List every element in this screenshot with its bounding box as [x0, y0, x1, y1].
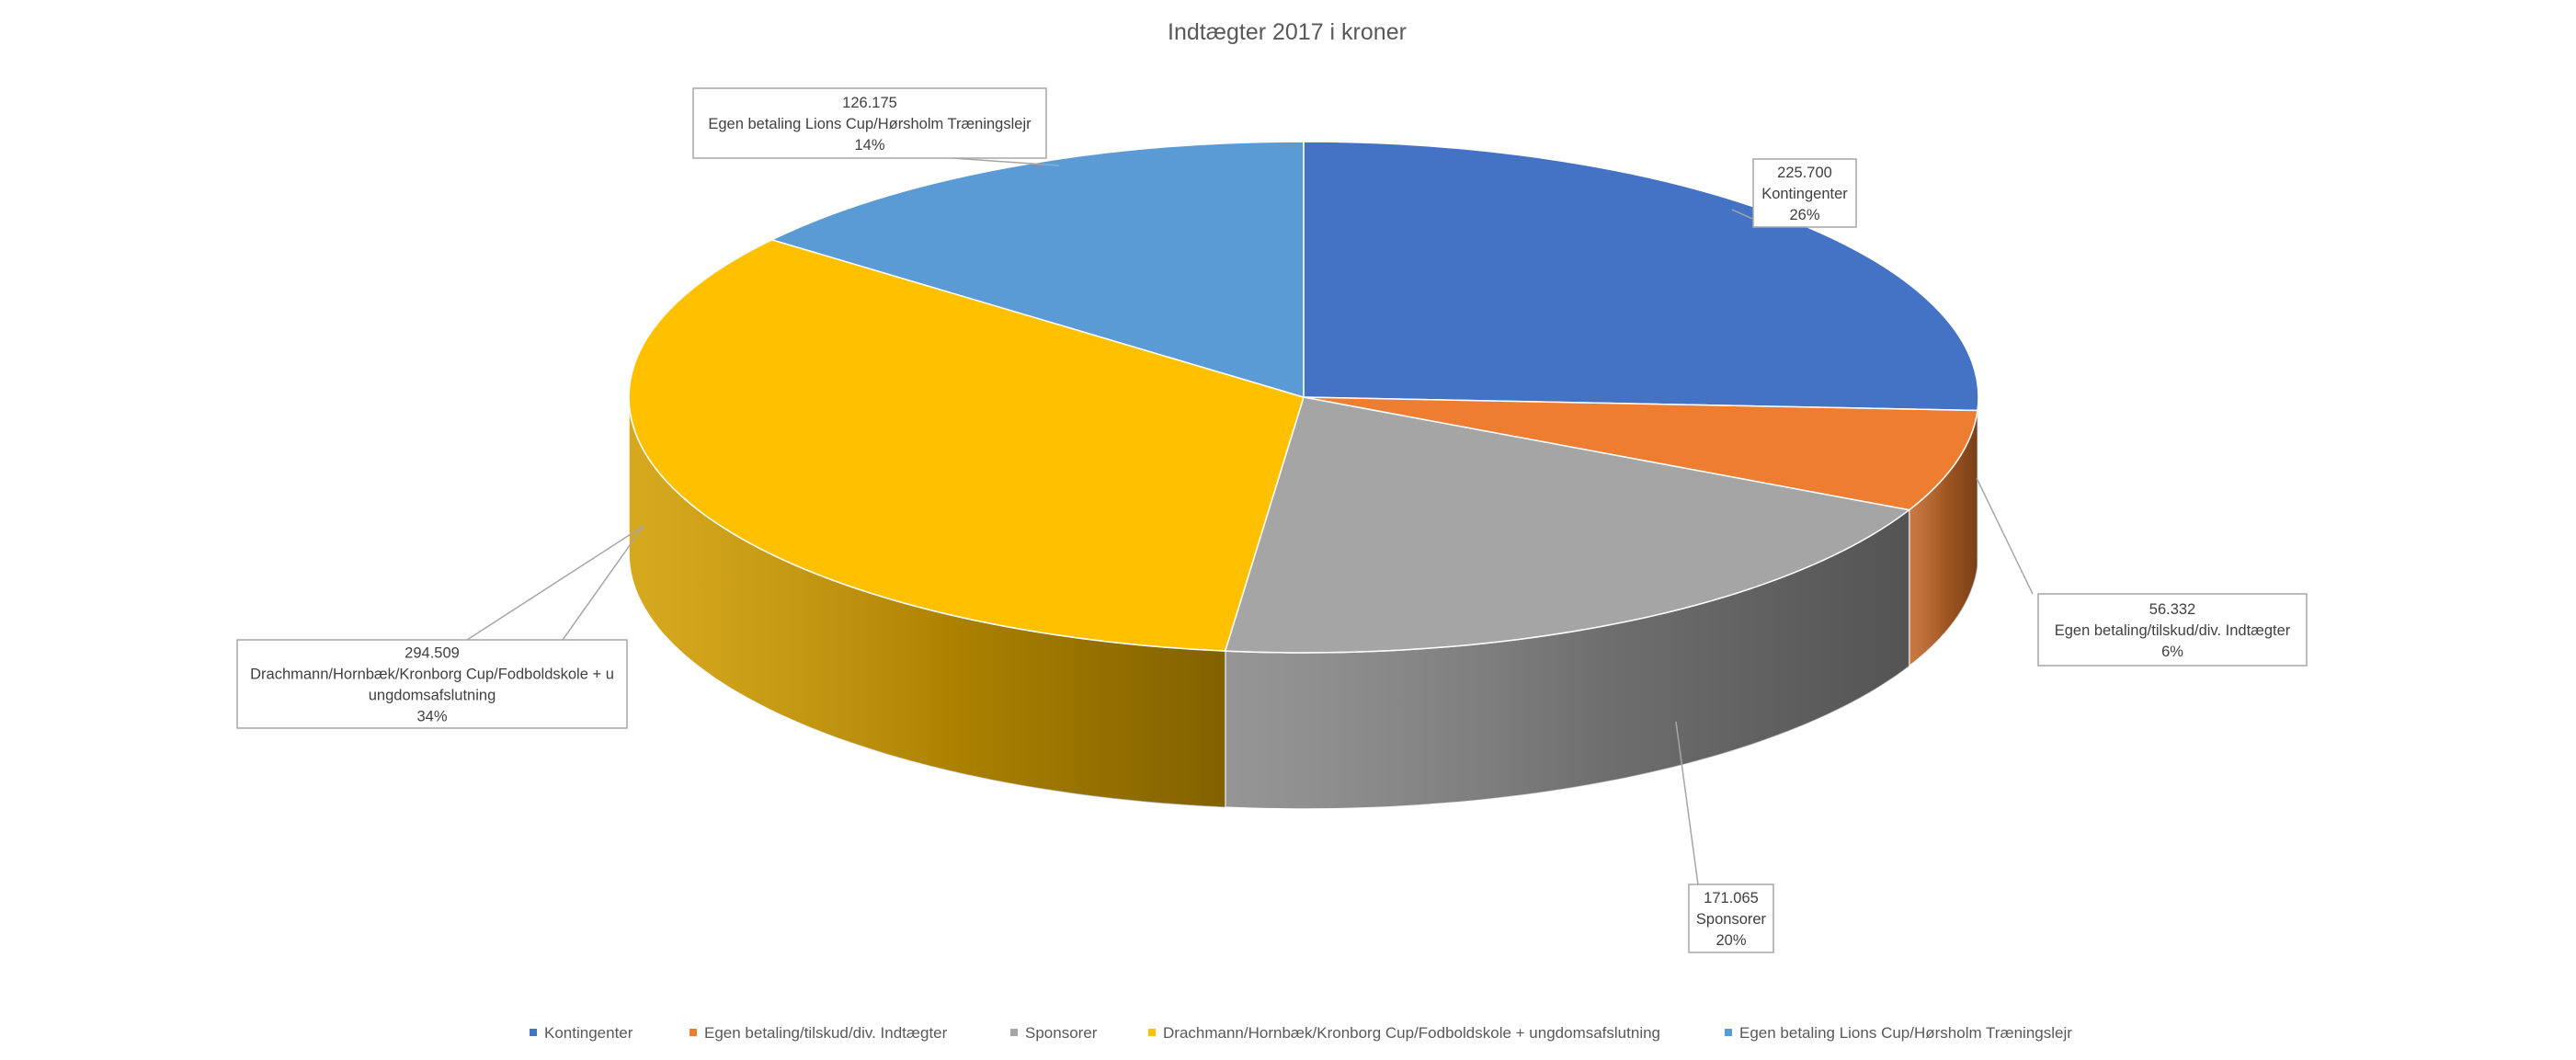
percent-label-5: 14% [854, 137, 884, 154]
legend-swatch-4 [1148, 1029, 1156, 1036]
category-label-4-2: ungdomsafslutning [369, 688, 496, 704]
category-label-2: Egen betaling/tilskud/div. Indtægter [2055, 622, 2291, 639]
leader-line-2 [1976, 477, 2034, 595]
data-label-box-1 [1752, 158, 1857, 228]
legend-item-4: Drachmann/Hornbæk/Kronborg Cup/Fodboldsk… [1148, 1024, 1660, 1042]
percent-label-4: 34% [416, 709, 447, 725]
pie-slice-5 [769, 141, 1305, 399]
category-label-1: Kontingenter [1761, 186, 1848, 202]
pie-slice-1 [1303, 141, 1979, 412]
leader-line-3 [1675, 721, 1699, 885]
category-label-4-1: Drachmann/Hornbæk/Kronborg Cup/Fodboldsk… [250, 667, 614, 683]
legend-item-2: Egen betaling/tilskud/div. Indtægter [690, 1024, 948, 1042]
legend-swatch-3 [1010, 1029, 1018, 1036]
data-label-1: 225.700 Kontingenter 26% [1731, 158, 1857, 228]
legend-swatch-5 [1725, 1029, 1732, 1036]
data-label-2: 56.332 Egen betaling/tilskud/div. Indtægt… [1976, 477, 2308, 667]
value-label-5: 126.175 [842, 95, 897, 111]
pie-sides [628, 396, 1979, 810]
percent-label-3: 20% [1715, 932, 1746, 949]
value-label-3: 171.065 [1704, 890, 1759, 906]
pie-slice-3 [1224, 396, 1911, 654]
legend-label-3: Sponsorer [1025, 1024, 1098, 1042]
leader-line-1 [1731, 209, 1753, 220]
pie-slices [628, 141, 1979, 654]
data-label-box-2 [2037, 593, 2308, 667]
legend-item-1: Kontingenter [530, 1024, 633, 1042]
value-label-1: 225.700 [1777, 165, 1832, 181]
data-labels: 225.700 Kontingenter 26% 56.332 Egen betalin… [236, 87, 2308, 953]
legend-label-5: Egen betaling Lions Cup/Hørsholm Træning… [1739, 1024, 2072, 1042]
pie-side-shade-4 [629, 397, 1225, 808]
data-label-5: 126.175 Egen betaling Lions Cup/Hørsholm … [692, 87, 1060, 166]
category-label-3: Sponsorer [1696, 911, 1767, 928]
legend: Kontingenter Egen betaling/tilskud/div. I… [530, 1024, 2072, 1042]
leader-line-5 [952, 157, 1060, 166]
pie-side-shade-2 [1909, 410, 1978, 667]
pie-slice-4 [628, 238, 1305, 652]
data-label-3: 171.065 Sponsorer 20% [1675, 721, 1774, 953]
leader-line-4 [466, 525, 644, 641]
data-label-4: 294.509 Drachmann/Hornbæk/Kronborg Cup/Fo… [236, 525, 644, 729]
data-label-box-4 [236, 639, 628, 729]
legend-label-1: Kontingenter [544, 1024, 633, 1042]
value-label-2: 56.332 [2149, 601, 2195, 618]
value-label-4: 294.509 [405, 645, 460, 662]
legend-item-5: Egen betaling Lions Cup/Hørsholm Træning… [1725, 1024, 2072, 1042]
legend-label-2: Egen betaling/tilskud/div. Indtægter [704, 1024, 948, 1042]
legend-swatch-2 [690, 1029, 697, 1036]
legend-swatch-1 [530, 1029, 537, 1036]
chart-title: Indtægter 2017 i kroner [1168, 19, 1407, 45]
legend-item-3: Sponsorer [1010, 1024, 1098, 1042]
percent-label-2: 6% [2161, 644, 2183, 660]
legend-label-4: Drachmann/Hornbæk/Kronborg Cup/Fodboldsk… [1163, 1024, 1660, 1042]
data-label-box-3 [1688, 883, 1774, 953]
percent-label-1: 26% [1789, 207, 1819, 223]
category-label-5: Egen betaling Lions Cup/Hørsholm Træning… [708, 116, 1032, 132]
data-label-box-5 [692, 87, 1047, 159]
pie-slice-2 [1303, 396, 1978, 511]
pie-side-shade-3 [1225, 509, 1909, 809]
